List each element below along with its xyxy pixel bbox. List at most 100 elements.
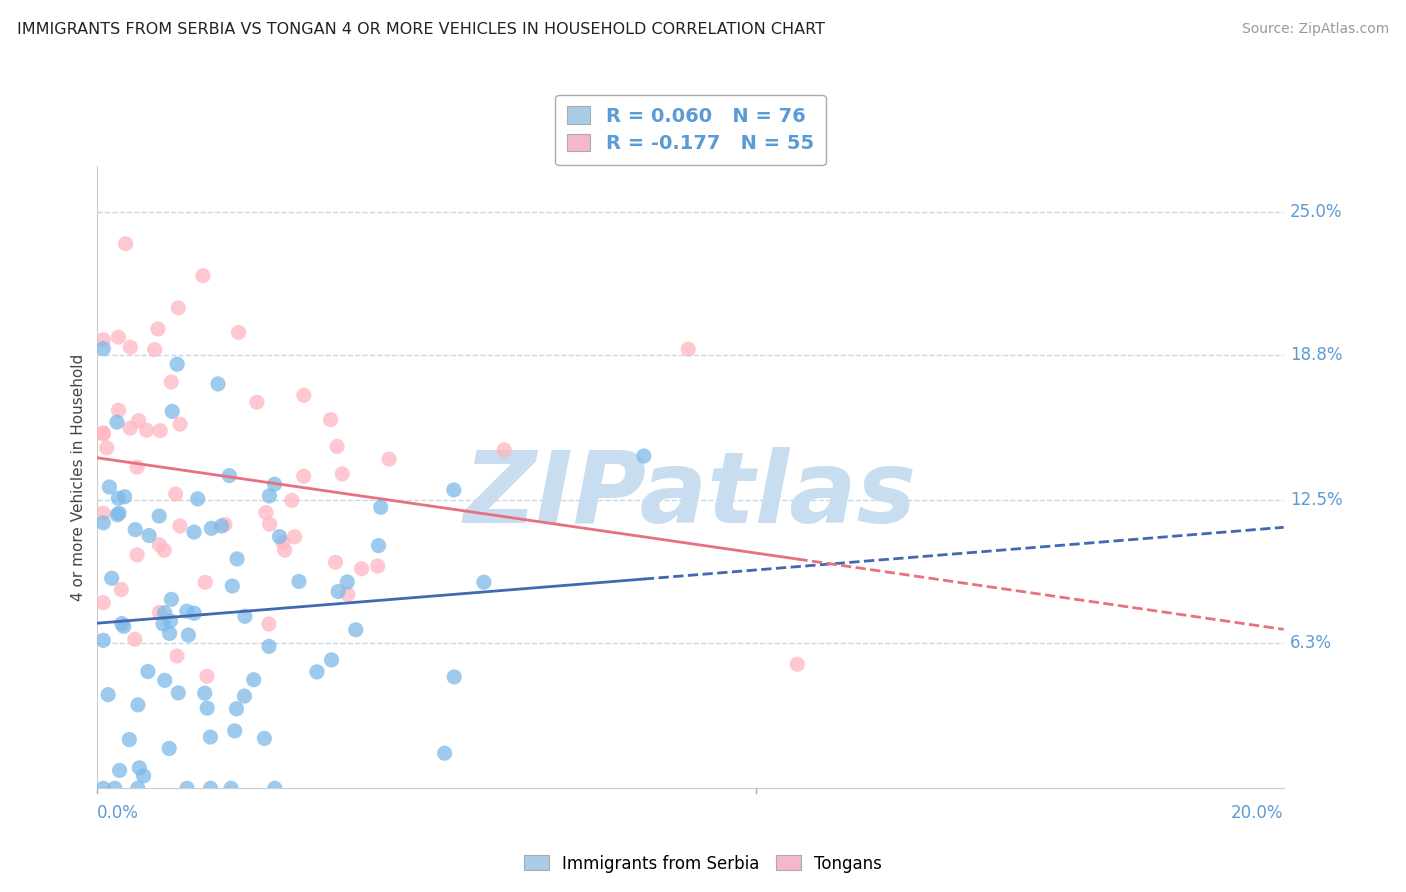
Point (98, 480, 121, 494)
Point (97, 688, 120, 702)
Point (200, 521, 222, 535)
Point (153, 673, 176, 688)
Point (259, 517, 281, 532)
Point (149, 424, 172, 438)
Point (169, 519, 191, 533)
Text: 18.8%: 18.8% (1289, 346, 1343, 364)
Text: 25.0%: 25.0% (1289, 203, 1343, 221)
Text: Source: ZipAtlas.com: Source: ZipAtlas.com (1241, 22, 1389, 37)
Point (183, 607, 205, 621)
Point (159, 626, 181, 640)
Point (127, 698, 149, 712)
Point (443, 483, 465, 497)
Point (120, 421, 142, 435)
Point (246, 395, 269, 409)
Point (378, 452, 401, 467)
Point (319, 412, 342, 426)
Point (165, 487, 187, 501)
Point (107, 491, 129, 506)
Point (330, 467, 353, 481)
Point (91, 426, 114, 441)
Point (177, 628, 200, 642)
Point (124, 632, 146, 647)
Point (321, 653, 343, 667)
Point (166, 357, 188, 371)
Point (211, 519, 233, 533)
Point (91, 633, 114, 648)
Point (263, 477, 285, 491)
Point (292, 469, 315, 483)
Point (153, 606, 176, 620)
Point (194, 686, 217, 700)
Point (233, 689, 256, 703)
Point (224, 723, 246, 738)
Point (107, 403, 129, 417)
Text: 0.0%: 0.0% (97, 804, 139, 822)
Point (443, 670, 465, 684)
Point (152, 616, 174, 631)
Point (166, 648, 188, 663)
Point (494, 443, 516, 458)
Point (159, 614, 181, 628)
Point (104, 781, 127, 796)
Point (225, 702, 247, 716)
Point (228, 326, 250, 340)
Legend: Immigrants from Serbia, Tongans: Immigrants from Serbia, Tongans (517, 848, 889, 880)
Point (125, 460, 148, 475)
Point (214, 517, 236, 532)
Point (91, 516, 114, 530)
Point (120, 340, 142, 354)
Point (200, 781, 222, 796)
Point (183, 525, 205, 540)
Point (127, 781, 149, 796)
Point (128, 761, 150, 775)
Point (111, 616, 134, 631)
Point (118, 732, 141, 747)
Point (135, 423, 157, 437)
Point (148, 509, 170, 524)
Point (678, 342, 700, 356)
Point (786, 657, 808, 672)
Point (281, 493, 304, 508)
Point (344, 623, 367, 637)
Point (219, 781, 242, 796)
Point (114, 490, 136, 504)
Point (127, 548, 149, 562)
Point (167, 686, 190, 700)
Point (167, 301, 190, 315)
Point (169, 417, 191, 432)
Point (91, 425, 114, 440)
Point (143, 343, 166, 357)
Point (160, 592, 183, 607)
Point (263, 781, 285, 796)
Point (271, 535, 294, 549)
Point (157, 741, 180, 756)
Point (218, 468, 240, 483)
Point (367, 559, 389, 574)
Point (128, 414, 150, 428)
Point (274, 543, 297, 558)
Point (91, 342, 114, 356)
Point (326, 584, 349, 599)
Point (259, 489, 281, 503)
Point (96, 441, 118, 455)
Point (326, 440, 349, 454)
Point (242, 673, 264, 687)
Point (148, 606, 170, 620)
Point (336, 587, 359, 601)
Point (194, 575, 217, 590)
Point (124, 523, 146, 537)
Text: 12.5%: 12.5% (1289, 491, 1343, 509)
Text: IMMIGRANTS FROM SERBIA VS TONGAN 4 OR MORE VEHICLES IN HOUSEHOLD CORRELATION CHA: IMMIGRANTS FROM SERBIA VS TONGAN 4 OR MO… (17, 22, 825, 37)
Point (292, 388, 315, 402)
Point (350, 562, 373, 576)
Point (221, 579, 243, 593)
Point (305, 665, 328, 679)
Point (176, 781, 198, 796)
Point (91, 333, 114, 347)
Point (108, 506, 131, 520)
Point (146, 322, 169, 336)
Point (254, 506, 277, 520)
Point (288, 574, 311, 589)
Point (367, 539, 389, 553)
